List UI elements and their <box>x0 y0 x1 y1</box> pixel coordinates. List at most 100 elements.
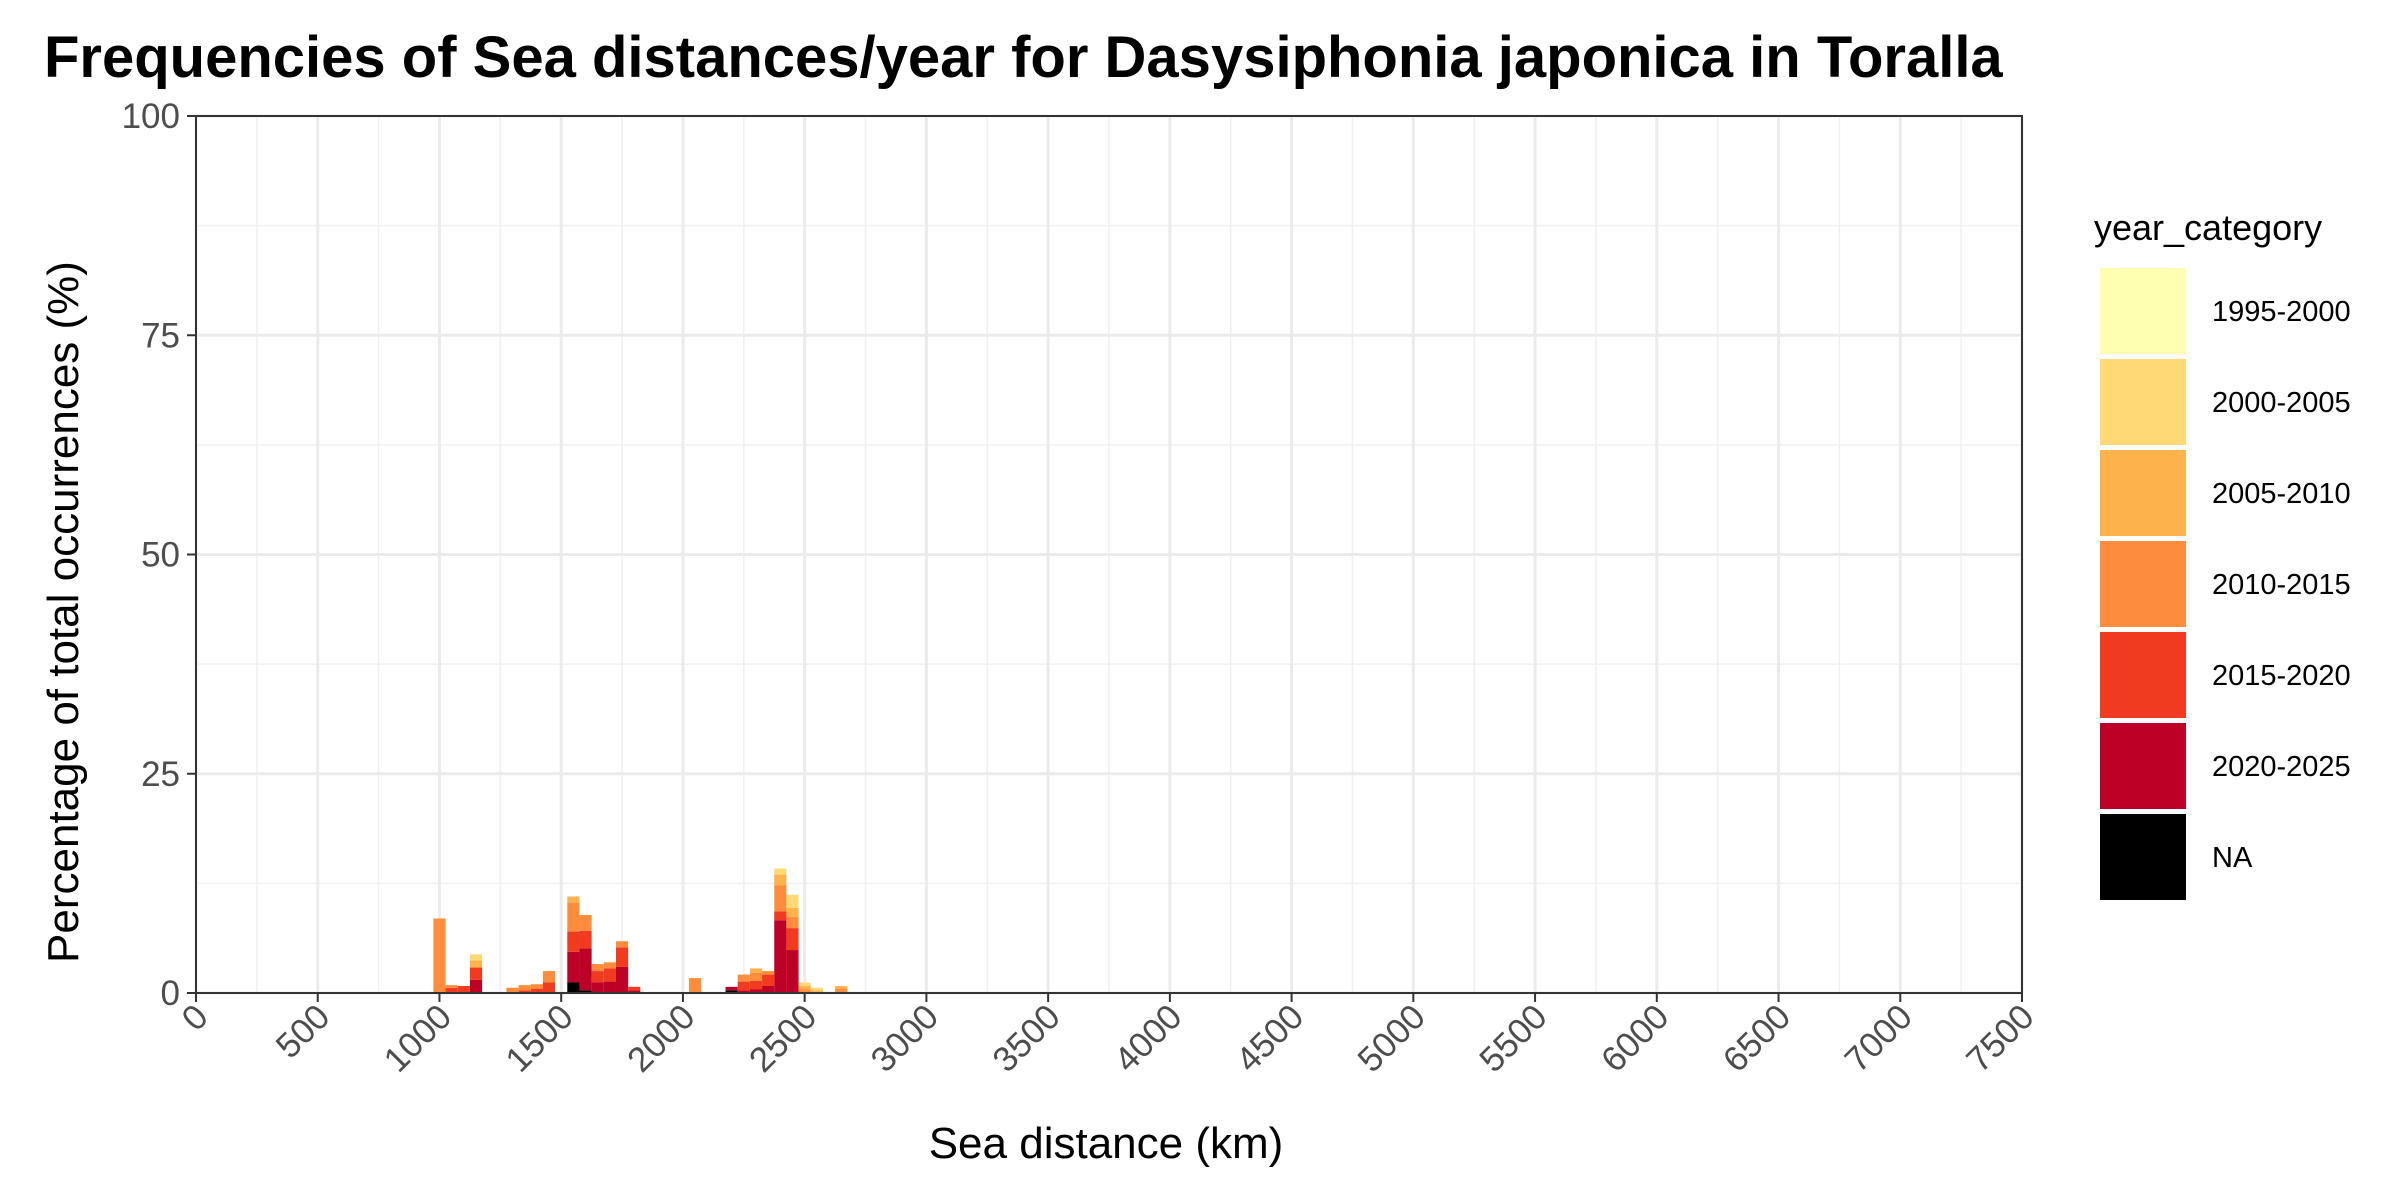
x-tick-label: 3500 <box>985 997 1068 1080</box>
bar-segment <box>567 951 580 983</box>
x-tick-label: 7500 <box>1959 997 2042 1080</box>
bar-segment <box>689 978 702 993</box>
bar-segment <box>506 987 519 993</box>
bar-segment <box>445 985 458 988</box>
x-tick-label: 6500 <box>1716 997 1799 1080</box>
bar-segment <box>798 985 811 990</box>
y-tick-label: 25 <box>141 755 180 794</box>
bar-segment <box>786 928 799 951</box>
bar-segment <box>786 894 799 908</box>
bar-segment <box>835 985 848 989</box>
bar-segment <box>530 988 543 993</box>
bar-segment <box>798 982 811 986</box>
x-tick-label: 2500 <box>742 997 825 1080</box>
y-tick-label: 50 <box>141 536 180 575</box>
bar-segment <box>725 986 738 991</box>
bar-segment <box>737 974 750 982</box>
bar-segment <box>591 971 604 983</box>
bar-segment <box>615 947 629 967</box>
bar-segment <box>567 982 580 993</box>
legend-label: 1995-2000 <box>2212 296 2351 328</box>
x-tick-label: 4000 <box>1107 997 1190 1080</box>
bar-segment <box>579 948 592 991</box>
bar-segment <box>591 964 604 972</box>
bar-segment <box>518 990 531 993</box>
bar-segment <box>542 971 556 983</box>
x-tick-label: 1500 <box>498 997 581 1080</box>
bar-segment <box>749 972 763 981</box>
bar-segment <box>579 914 592 931</box>
bar-segment <box>835 988 848 993</box>
legend-label: 2010-2015 <box>2212 569 2351 601</box>
bar-segment <box>457 985 470 993</box>
x-tick-label: 2000 <box>620 997 703 1080</box>
legend-label: 2000-2005 <box>2212 387 2351 419</box>
x-tick-label: 500 <box>269 997 338 1066</box>
y-tick-label: 75 <box>141 316 180 355</box>
bar-segment <box>749 989 763 993</box>
bar-segment <box>433 918 446 993</box>
x-tick-label: 5000 <box>1350 997 1433 1080</box>
legend-title: year_category <box>2094 207 2322 248</box>
chart-title: Frequencies of Sea distances/year for Da… <box>44 25 2003 90</box>
bar-segment <box>615 941 629 948</box>
legend-key <box>2100 268 2186 354</box>
bar-segment <box>518 985 531 991</box>
bar-segment <box>762 971 775 975</box>
bar-segment <box>810 990 823 993</box>
bar-segment <box>567 902 580 932</box>
bar-segment <box>469 979 483 993</box>
bar-segment <box>530 984 543 989</box>
bar-segment <box>786 916 799 929</box>
legend: year_category 1995-2000 2000-2005 2005-201… <box>2094 207 2351 900</box>
bar-segment <box>591 982 604 993</box>
legend-label: 2020-2025 <box>2212 751 2351 783</box>
bar-segment <box>603 981 616 993</box>
bar-segment <box>469 954 483 961</box>
bar-segment <box>762 974 775 986</box>
bar-segment <box>469 967 483 980</box>
x-tick-label: 5500 <box>1472 997 1555 1080</box>
x-tick-label: 4500 <box>1229 997 1312 1080</box>
y-tick-label: 0 <box>161 974 180 1013</box>
legend-key <box>2100 723 2186 809</box>
bar-segment <box>615 966 629 993</box>
x-tick-label: 6000 <box>1594 997 1677 1080</box>
bar-segment <box>579 930 592 949</box>
bar-segment <box>774 874 787 886</box>
bar-segment <box>786 950 799 993</box>
bar-segment <box>774 868 787 875</box>
bar-segment <box>774 885 787 912</box>
bar-segment <box>737 990 750 993</box>
y-axis-title: Percentage of total occurrences (%) <box>39 261 88 963</box>
legend-key <box>2100 632 2186 718</box>
bar-segment <box>774 911 787 921</box>
bar-segment <box>542 982 556 993</box>
bar-segment <box>469 960 483 968</box>
bar-segment <box>749 968 763 973</box>
bar-segment <box>628 990 641 993</box>
bar-segment <box>762 985 775 993</box>
legend-key <box>2100 359 2186 445</box>
legend-label: NA <box>2212 842 2253 874</box>
bars <box>433 868 848 993</box>
bar-segment <box>567 931 580 952</box>
x-tick-label: 7000 <box>1837 997 1920 1080</box>
legend-label: 2015-2020 <box>2212 660 2351 692</box>
bar-segment <box>445 987 458 993</box>
x-tick-label: 3000 <box>863 997 946 1080</box>
bar-segment <box>567 896 580 903</box>
bar-segment <box>725 990 738 993</box>
x-tick-label: 0 <box>174 997 215 1038</box>
bar-segment <box>628 986 641 991</box>
x-tick-label: 1000 <box>376 997 459 1080</box>
bar-segment <box>810 987 823 991</box>
x-axis-ticks: 0 500 1000 1500 2000 2500 3000 3500 4000 4500 5000… <box>174 993 2042 1080</box>
bar-segment <box>579 990 592 993</box>
legend-key <box>2100 814 2186 900</box>
bar-segment <box>603 962 616 969</box>
y-axis-ticks: 0 25 50 75 100 <box>122 97 196 1013</box>
y-tick-label: 100 <box>122 97 180 136</box>
legend-key <box>2100 450 2186 536</box>
